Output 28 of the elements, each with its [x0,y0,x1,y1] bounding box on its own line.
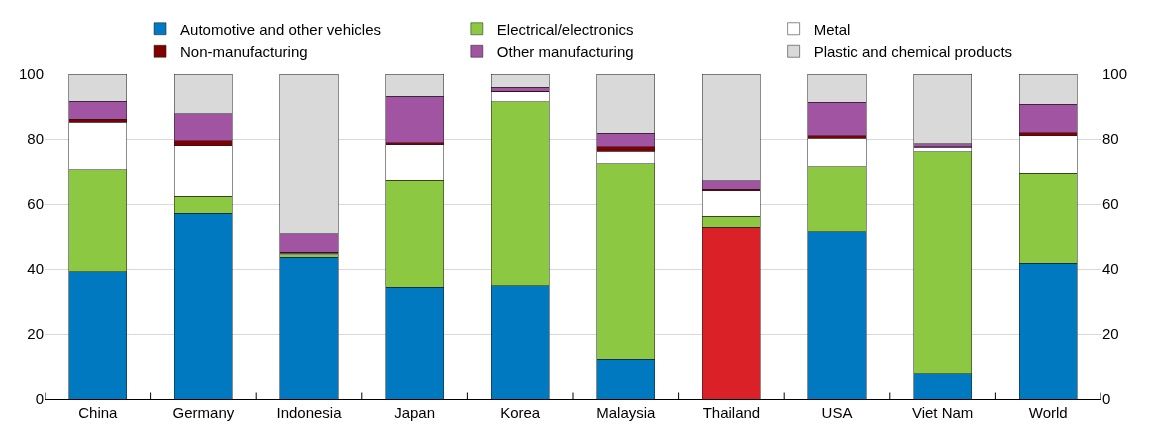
x-tick-label: Korea [500,404,541,421]
y2-tick-label: 60 [1102,195,1119,213]
legend-label: Non-manufacturing [180,43,308,61]
x-tick-label: Viet Nam [911,404,974,421]
legend-label: Electrical/electronics [496,20,634,38]
x-tick-label: Germany [172,404,235,421]
x-tick-label: Thailand [702,404,761,421]
y-tick-label: 20 [27,325,44,343]
y-tick-label: 0 [35,390,44,408]
y-tick-label: 40 [27,260,44,278]
x-tick-label: Indonesia [276,404,343,421]
x-tick-label: Japan [394,404,436,421]
y2-tick-label: 40 [1102,260,1119,278]
x-tick-label: World [1028,404,1068,421]
x-tick-label: Malaysia [596,404,657,421]
legend-label: Plastic and chemical products [813,43,1013,61]
x-tick-label: USA [821,404,853,421]
y2-tick-label: 0 [1102,390,1111,408]
legend-label: Metal [813,20,851,38]
y-tick-label: 60 [27,195,44,213]
y-tick-label: 80 [27,130,44,148]
x-tick-label: China [78,404,119,421]
y2-tick-label: 80 [1102,130,1119,148]
y2-tick-label: 20 [1102,325,1119,343]
y-tick-label: 100 [18,65,44,83]
legend-label: Automotive and other vehicles [180,20,381,38]
y2-tick-label: 100 [1102,65,1128,83]
legend-label: Other manufacturing [496,43,634,61]
